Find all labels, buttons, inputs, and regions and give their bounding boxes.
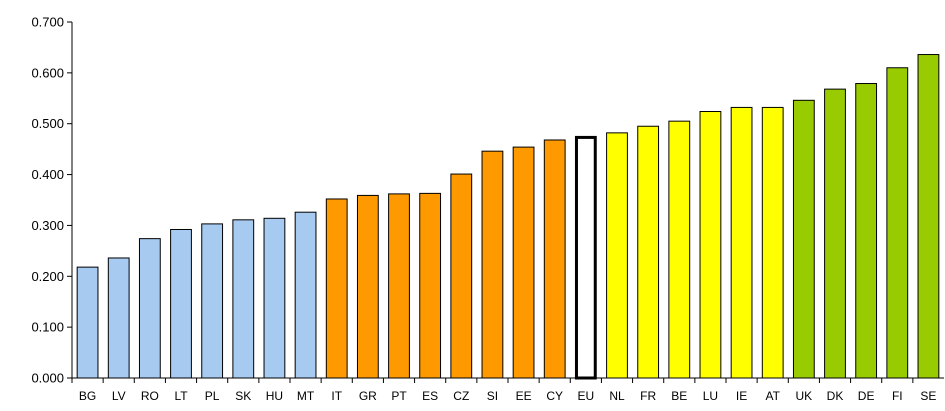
y-tick-label: 0.200 xyxy=(31,269,64,284)
y-tick-label: 0.100 xyxy=(31,320,64,335)
bars xyxy=(76,54,940,380)
bar-it xyxy=(325,198,348,379)
x-tick-label-si: SI xyxy=(487,389,498,403)
bar-eu xyxy=(574,135,597,380)
bar-si xyxy=(481,150,504,379)
x-tick-label-se: SE xyxy=(920,389,936,403)
x-tick-label-nl: NL xyxy=(609,389,625,403)
bar-lv xyxy=(107,257,130,379)
x-tick-label-be: BE xyxy=(671,389,687,403)
bar-mt xyxy=(294,211,317,379)
bar-bg xyxy=(76,266,99,379)
x-tick-label-mt: MT xyxy=(297,389,315,403)
bar-fr xyxy=(637,125,660,379)
x-tick-label-fi: FI xyxy=(892,389,903,403)
y-tick-label: 0.300 xyxy=(31,218,64,233)
x-tick-label-cz: CZ xyxy=(453,389,469,403)
bar-hu xyxy=(263,217,286,379)
x-tick-label-fr: FR xyxy=(640,389,656,403)
bar-ie xyxy=(730,106,753,379)
x-tick-label-cy: CY xyxy=(546,389,563,403)
bar-sk xyxy=(232,219,255,379)
bar-de xyxy=(855,83,878,379)
x-axis: BG LV RO LT PL SK HU MT IT GR PT ES CZ SI EE CY EU NL FR BE… xyxy=(71,377,944,403)
bar-se xyxy=(917,54,940,379)
x-tick-label-ee: EE xyxy=(516,389,532,403)
bar-gr xyxy=(356,194,379,379)
x-tick-label-bg: BG xyxy=(79,389,96,403)
x-tick-label-sk: SK xyxy=(235,389,251,403)
x-tick-label-uk: UK xyxy=(796,389,813,403)
bar-pl xyxy=(201,223,224,379)
bar-ro xyxy=(138,238,161,379)
x-tick-label-gr: GR xyxy=(359,389,377,403)
bar-be xyxy=(668,120,691,379)
bar-nl xyxy=(606,132,628,379)
x-tick-label-ie: IE xyxy=(736,389,747,403)
x-tick-label-de: DE xyxy=(858,389,875,403)
x-tick-label-hu: HU xyxy=(266,389,283,403)
bar-dk xyxy=(824,88,846,379)
x-tick-label-pl: PL xyxy=(205,389,220,403)
x-tick-label-dk: DK xyxy=(827,389,844,403)
y-tick-label: 0.700 xyxy=(31,15,64,30)
bar-lt xyxy=(170,228,192,379)
x-tick-label-pt: PT xyxy=(391,389,407,403)
bar-fi xyxy=(886,67,909,379)
y-tick-label: 0.600 xyxy=(31,65,64,80)
x-tick-label-es: ES xyxy=(422,389,438,403)
x-tick-label-lv: LV xyxy=(112,389,126,403)
x-tick-label-ro: RO xyxy=(141,389,159,403)
bar-at xyxy=(761,106,784,379)
bar-lu xyxy=(699,111,722,379)
x-tick-label-at: AT xyxy=(765,389,780,403)
x-tick-label-lt: LT xyxy=(174,389,188,403)
bar-ee xyxy=(512,146,535,379)
x-tick-label-lu: LU xyxy=(703,389,718,403)
bar-pt xyxy=(388,193,410,379)
y-tick-label: 0.000 xyxy=(31,371,64,386)
y-axis: 0.000 0.100 0.200 0.300 0.400 0.500 0.600 0.700 xyxy=(31,15,73,386)
y-tick-label: 0.400 xyxy=(31,167,64,182)
y-tick-label: 0.500 xyxy=(31,116,64,131)
x-tick-label-it: IT xyxy=(331,389,342,403)
bar-cy xyxy=(543,139,566,379)
x-tick-label-eu: EU xyxy=(578,389,595,403)
bar-cz xyxy=(450,173,473,379)
bar-es xyxy=(419,192,442,379)
bar-uk xyxy=(792,99,815,379)
